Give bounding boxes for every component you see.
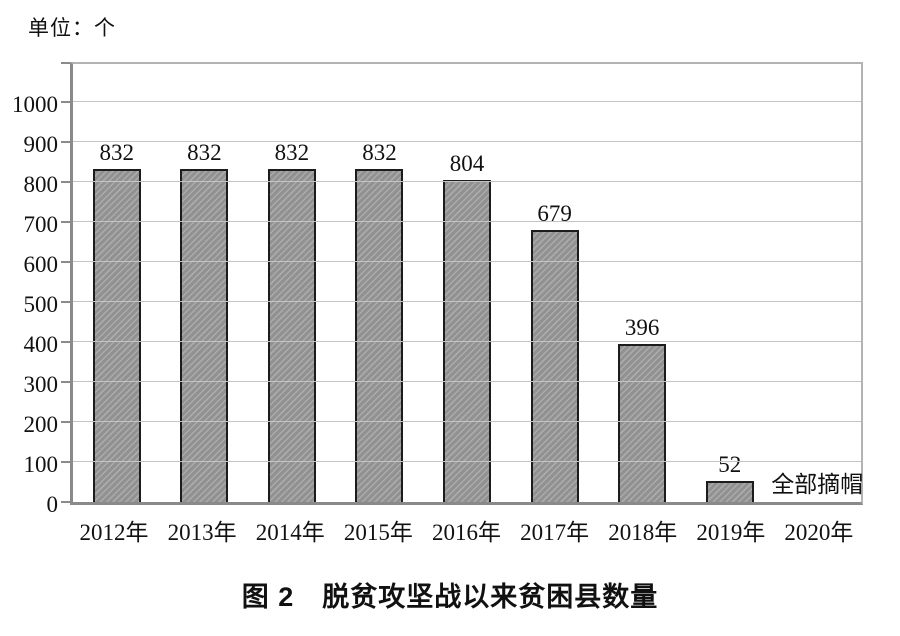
bar-slot: 52 bbox=[686, 64, 774, 502]
gridline bbox=[73, 301, 861, 302]
bar bbox=[92, 169, 141, 502]
y-axis-label: 100 bbox=[23, 452, 59, 477]
y-axis-label: 400 bbox=[23, 332, 59, 357]
y-axis-tick bbox=[61, 421, 70, 423]
y-axis-tick bbox=[61, 141, 70, 143]
y-axis-tick bbox=[61, 501, 70, 503]
bar-value-label: 804 bbox=[449, 151, 485, 177]
y-axis-label: 500 bbox=[23, 292, 59, 317]
bar-slot: 396 bbox=[598, 64, 686, 502]
y-axis-tick bbox=[61, 101, 70, 103]
gridline bbox=[73, 461, 861, 462]
bar-value-label: 52 bbox=[718, 452, 742, 478]
bar-value-label: 396 bbox=[624, 314, 660, 340]
x-axis-label: 2014年 bbox=[255, 520, 325, 545]
y-axis-tick bbox=[61, 461, 70, 463]
bar bbox=[180, 169, 229, 502]
plot-area: 832 832 832 832 804 679 396 52 全部摘帽 bbox=[61, 62, 864, 505]
y-axis-label: 600 bbox=[23, 252, 59, 277]
gridline bbox=[73, 421, 861, 422]
x-axis-label: 2017年 bbox=[520, 520, 590, 545]
x-axis-label: 2020年 bbox=[784, 520, 854, 545]
bar-value-label: 832 bbox=[99, 140, 135, 166]
unit-label: 单位：个 bbox=[28, 16, 116, 40]
bar-slot: 679 bbox=[511, 64, 599, 502]
y-axis-label: 1000 bbox=[12, 92, 58, 117]
x-axis-label: 2016年 bbox=[431, 520, 501, 545]
y-axis-label: 700 bbox=[23, 212, 59, 237]
gridline bbox=[73, 381, 861, 382]
bar bbox=[355, 169, 404, 502]
x-axis-label: 2015年 bbox=[343, 520, 413, 545]
annotation-text: 全部摘帽 bbox=[771, 472, 864, 497]
gridline bbox=[73, 101, 861, 102]
bar-value-label: 832 bbox=[362, 140, 397, 166]
bar-value-label: 832 bbox=[274, 140, 310, 166]
y-axis-tick bbox=[61, 181, 70, 183]
bar-slot: 832 bbox=[73, 64, 161, 502]
bar-value-label: 832 bbox=[187, 140, 222, 166]
x-axis: 2012年 2013年 2014年 2015年 2016年 2017年 2018年 2019年… bbox=[70, 513, 863, 547]
y-axis-tick bbox=[61, 341, 70, 343]
y-axis-label: 900 bbox=[23, 132, 59, 157]
y-axis-tick bbox=[61, 62, 70, 64]
gridline bbox=[73, 341, 861, 342]
gridline bbox=[73, 261, 861, 262]
bars-container: 832 832 832 832 804 679 396 52 全部摘帽 bbox=[73, 64, 864, 502]
bar bbox=[618, 343, 667, 502]
y-axis-label: 800 bbox=[23, 172, 59, 197]
y-axis-label: 300 bbox=[23, 372, 59, 397]
y-axis-tick bbox=[61, 381, 70, 383]
gridline bbox=[73, 141, 861, 142]
bar-slot: 全部摘帽 bbox=[771, 64, 864, 502]
bar-slot: 832 bbox=[248, 64, 336, 502]
y-axis-tick bbox=[61, 301, 70, 303]
bar bbox=[705, 481, 754, 502]
y-axis-tick bbox=[61, 261, 70, 263]
y-axis-label: 200 bbox=[23, 412, 59, 437]
bar bbox=[530, 230, 579, 502]
bar-value-label: 679 bbox=[537, 201, 572, 227]
gridline bbox=[73, 221, 861, 222]
y-axis-label: 0 bbox=[46, 492, 59, 517]
gridline bbox=[73, 181, 861, 182]
bar-slot: 804 bbox=[423, 64, 511, 502]
bar bbox=[267, 169, 316, 502]
bar-slot: 832 bbox=[161, 64, 249, 502]
y-axis-tick bbox=[61, 221, 70, 223]
x-axis-label: 2012年 bbox=[79, 520, 149, 545]
x-axis-label: 2019年 bbox=[696, 520, 766, 545]
bar-slot: 832 bbox=[336, 64, 424, 502]
x-axis-label: 2018年 bbox=[608, 520, 678, 545]
chart-title: 图 2 脱贫攻坚战以来贫困县数量 bbox=[241, 582, 659, 612]
x-axis-label: 2013年 bbox=[167, 520, 237, 545]
